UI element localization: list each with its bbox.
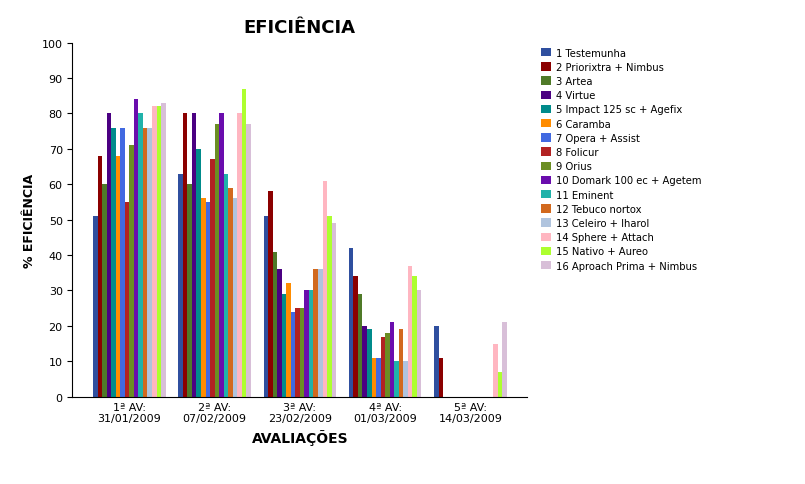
Bar xyxy=(403,362,408,397)
Bar xyxy=(318,270,323,397)
X-axis label: AVALIAÇÕES: AVALIAÇÕES xyxy=(251,429,349,445)
Bar xyxy=(353,277,358,397)
Bar xyxy=(497,372,502,397)
Bar xyxy=(434,326,439,397)
Bar xyxy=(93,217,97,397)
Bar xyxy=(246,125,251,397)
Bar xyxy=(291,312,295,397)
Bar xyxy=(97,157,102,397)
Bar xyxy=(263,217,268,397)
Bar xyxy=(277,270,282,397)
Bar xyxy=(309,291,313,397)
Bar xyxy=(295,309,300,397)
Bar xyxy=(143,128,147,397)
Bar xyxy=(398,330,403,397)
Bar xyxy=(327,217,332,397)
Bar xyxy=(219,114,224,397)
Bar xyxy=(152,107,156,397)
Bar xyxy=(120,128,125,397)
Y-axis label: % EFICIÊNCIA: % EFICIÊNCIA xyxy=(23,173,36,267)
Bar xyxy=(130,146,134,397)
Bar xyxy=(349,248,353,397)
Bar xyxy=(417,291,421,397)
Bar xyxy=(300,309,304,397)
Bar xyxy=(237,114,242,397)
Bar xyxy=(147,128,152,397)
Bar xyxy=(376,358,381,397)
Bar xyxy=(287,284,291,397)
Bar xyxy=(201,199,205,397)
Bar xyxy=(102,185,107,397)
Bar xyxy=(233,199,237,397)
Bar xyxy=(111,128,116,397)
Bar xyxy=(138,114,143,397)
Bar xyxy=(205,202,210,397)
Bar xyxy=(161,104,166,397)
Bar xyxy=(210,160,215,397)
Bar xyxy=(412,277,417,397)
Legend: 1 Testemunha, 2 Priorixtra + Nimbus, 3 Artea, 4 Virtue, 5 Impact 125 sc + Agefix: 1 Testemunha, 2 Priorixtra + Nimbus, 3 A… xyxy=(542,48,702,271)
Bar xyxy=(439,358,444,397)
Bar xyxy=(367,330,372,397)
Bar xyxy=(385,333,390,397)
Bar xyxy=(332,224,336,397)
Bar xyxy=(493,344,497,397)
Bar xyxy=(242,90,246,397)
Bar xyxy=(179,174,183,397)
Bar xyxy=(323,182,327,397)
Bar xyxy=(224,174,228,397)
Bar xyxy=(502,323,506,397)
Bar xyxy=(394,362,398,397)
Bar xyxy=(188,185,192,397)
Bar xyxy=(183,114,188,397)
Bar xyxy=(228,188,233,397)
Bar xyxy=(268,192,273,397)
Bar xyxy=(192,114,196,397)
Bar xyxy=(215,125,219,397)
Bar xyxy=(304,291,309,397)
Bar xyxy=(381,337,385,397)
Bar xyxy=(107,114,111,397)
Bar xyxy=(313,270,318,397)
Bar xyxy=(196,150,201,397)
Bar xyxy=(116,157,120,397)
Bar xyxy=(358,294,362,397)
Bar xyxy=(273,252,277,397)
Title: EFICIÊNCIA: EFICIÊNCIA xyxy=(244,18,356,36)
Bar xyxy=(372,358,376,397)
Bar xyxy=(134,100,138,397)
Bar xyxy=(408,266,412,397)
Bar xyxy=(282,294,287,397)
Bar xyxy=(156,107,161,397)
Bar xyxy=(125,202,130,397)
Bar xyxy=(362,326,367,397)
Bar xyxy=(390,323,394,397)
